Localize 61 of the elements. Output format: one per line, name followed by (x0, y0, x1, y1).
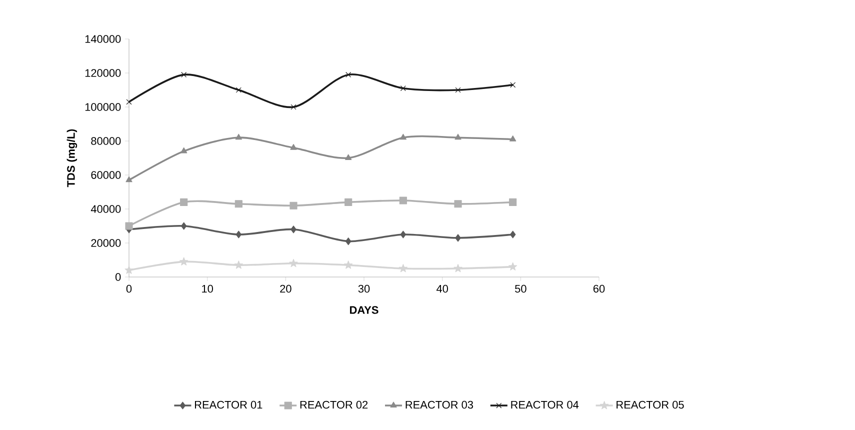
legend-label: REACTOR 02 (300, 400, 368, 409)
y-tick-label: 40000 (90, 205, 121, 213)
point (289, 258, 298, 268)
y-tick-label: 80000 (91, 137, 121, 145)
point (124, 266, 134, 274)
point (400, 134, 406, 140)
point (234, 260, 243, 269)
point (290, 144, 297, 150)
point (400, 86, 406, 92)
point (126, 99, 132, 105)
point (125, 222, 133, 230)
point (344, 260, 353, 269)
point (510, 136, 516, 142)
point (236, 230, 242, 238)
x-tick-label: 60 (593, 284, 605, 293)
point (509, 198, 517, 206)
point (346, 72, 352, 78)
point (510, 230, 516, 238)
point (454, 200, 462, 208)
point (400, 230, 406, 238)
x-tick-label: 0 (126, 284, 132, 293)
x-tick-label: 50 (515, 284, 526, 293)
y-tick-label: 0 (115, 273, 121, 281)
x-tick-label: 30 (358, 284, 370, 293)
point (399, 196, 407, 204)
y-tick-label: 140000 (85, 35, 121, 43)
point (454, 134, 462, 140)
legend-label: REACTOR 03 (406, 400, 474, 409)
point (510, 82, 516, 88)
point (344, 198, 352, 206)
x-tick-label: 20 (280, 284, 292, 293)
point (455, 87, 461, 93)
point (290, 104, 296, 110)
point (235, 134, 242, 140)
point (180, 222, 187, 230)
point (234, 200, 242, 208)
point (236, 87, 242, 93)
y-tick-label: 100000 (85, 103, 121, 111)
point (181, 72, 187, 78)
point (345, 238, 352, 246)
y-axis-title: TDS (mg/L) (66, 129, 78, 188)
legend-label: REACTOR 04 (511, 400, 579, 409)
point (455, 234, 461, 242)
legend-label: REACTOR 01 (194, 400, 262, 409)
y-tick-label: 120000 (85, 69, 121, 77)
point (454, 264, 462, 272)
legend-label: REACTOR 05 (616, 400, 684, 409)
point (345, 154, 352, 160)
point (126, 176, 132, 182)
point (290, 226, 296, 234)
point (290, 202, 298, 210)
point (180, 257, 188, 266)
point (508, 262, 518, 270)
y-tick-label: 20000 (91, 239, 121, 247)
point (180, 147, 188, 154)
x-tick-label: 10 (202, 284, 213, 293)
y-tick-label: 60000 (91, 171, 121, 179)
x-axis-title: DAYS (350, 306, 378, 314)
x-tick-label: 40 (436, 284, 448, 293)
point (398, 264, 408, 272)
point (180, 198, 188, 206)
